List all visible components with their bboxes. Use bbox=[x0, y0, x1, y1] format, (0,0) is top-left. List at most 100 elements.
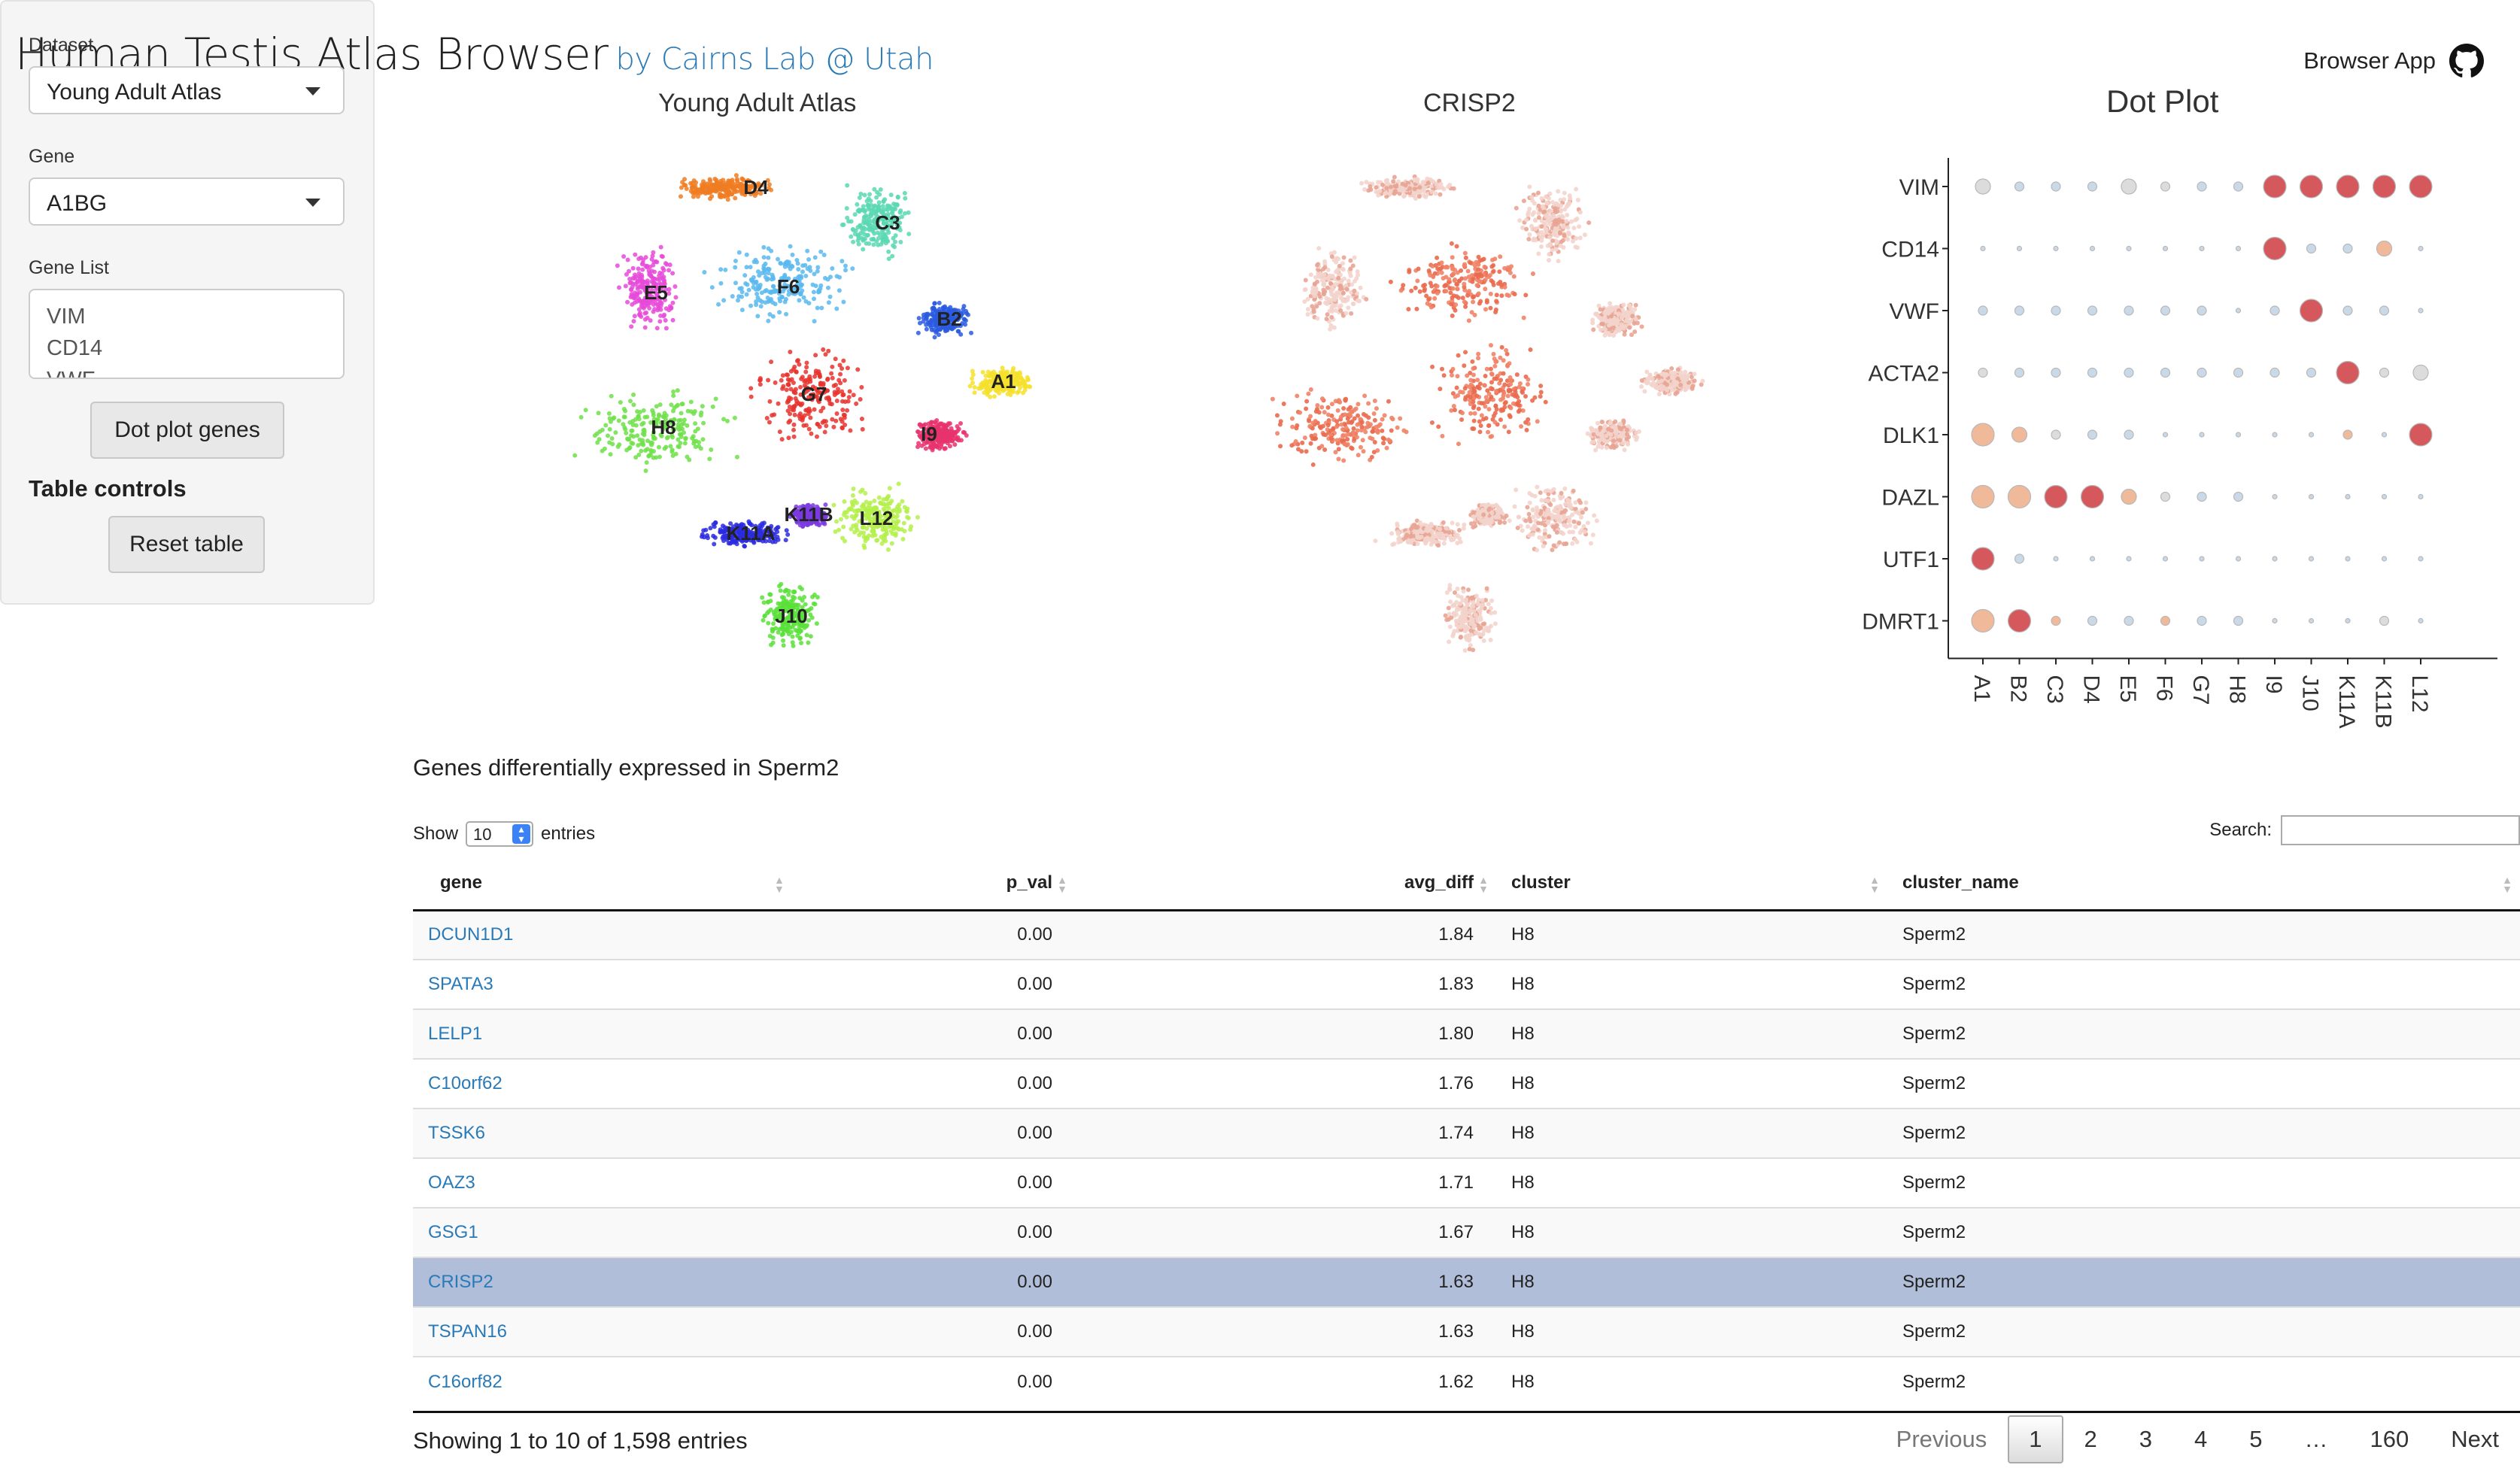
table-row[interactable]: SPATA3 0.00 1.83 H8 Sperm2 bbox=[413, 959, 2520, 1009]
dot-vim-c3 bbox=[2051, 181, 2061, 192]
table-row[interactable]: CRISP2 0.00 1.63 H8 Sperm2 bbox=[413, 1257, 2520, 1307]
page-button-3[interactable]: 3 bbox=[2139, 1426, 2153, 1452]
gene-link[interactable]: GSG1 bbox=[428, 1222, 478, 1242]
table-row[interactable]: LELP1 0.00 1.80 H8 Sperm2 bbox=[413, 1008, 2520, 1059]
dot-vwf-l12 bbox=[2418, 308, 2424, 314]
previous-page-button[interactable]: Previous bbox=[1896, 1426, 1987, 1452]
table-row[interactable]: C10orf62 0.00 1.76 H8 Sperm2 bbox=[413, 1058, 2520, 1108]
cluster-g7-points bbox=[748, 347, 865, 442]
dot-dmrt1-a1 bbox=[1971, 608, 1995, 633]
column-header-p-val[interactable]: p_val ▲ ▼ bbox=[774, 857, 1075, 911]
dot-utf1-f6 bbox=[2162, 556, 2169, 562]
table-row[interactable]: C16orf82 0.00 1.62 H8 Sperm2 bbox=[413, 1356, 2520, 1406]
cluster-d4-points bbox=[678, 173, 774, 202]
dot-dlk1-k11a bbox=[2342, 429, 2353, 440]
dot-vwf-g7 bbox=[2197, 305, 2207, 316]
page-button-4[interactable]: 4 bbox=[2194, 1426, 2208, 1452]
dot-utf1-i9 bbox=[2272, 556, 2278, 562]
cluster-name-cell: Sperm2 bbox=[1887, 1207, 2520, 1257]
search-control: Search: bbox=[2209, 815, 2520, 845]
table-row[interactable]: TSSK6 0.00 1.74 H8 Sperm2 bbox=[413, 1108, 2520, 1158]
umap-labels: D4 C3 E5 F6 B2 A1 G7 H8 I9 K11A K11B L12 J10 bbox=[644, 176, 1016, 627]
gene-label: Gene bbox=[29, 146, 75, 167]
sort-icon: ▲ ▼ bbox=[1478, 874, 1489, 895]
x-tick-label: K11B bbox=[2371, 675, 2396, 729]
search-input[interactable] bbox=[2281, 815, 2520, 845]
expression-cluster-k11b bbox=[1468, 502, 1507, 530]
page-button-1[interactable]: 1 bbox=[2008, 1415, 2063, 1463]
column-header-avg-diff[interactable]: avg_diff ▲ ▼ bbox=[1075, 857, 1496, 911]
cluster-cell: H8 bbox=[1496, 1058, 1887, 1108]
expression-cluster-a1 bbox=[1639, 365, 1705, 397]
cluster-cell: H8 bbox=[1496, 1257, 1887, 1307]
dot-utf1-j10 bbox=[2308, 556, 2315, 562]
column-header-label: cluster bbox=[1511, 872, 1571, 893]
dot-acta2-d4 bbox=[2087, 367, 2098, 378]
column-header-cluster[interactable]: cluster ▲ ▼ bbox=[1496, 857, 1887, 911]
reset-table-button[interactable]: Reset table bbox=[108, 516, 265, 573]
table-row[interactable]: DCUN1D1 0.00 1.84 H8 Sperm2 bbox=[413, 909, 2520, 960]
dot-dazl-d4 bbox=[2080, 484, 2105, 509]
entries-length-select[interactable]: 10 ▴ ▾ bbox=[466, 821, 534, 847]
dot-vim-h8 bbox=[2233, 181, 2244, 192]
gene-cell: LELP1 bbox=[413, 1008, 774, 1059]
browser-app-link[interactable]: Browser App bbox=[2303, 44, 2484, 78]
gene-link[interactable]: DCUN1D1 bbox=[428, 924, 514, 945]
cluster-label: K11B bbox=[784, 503, 833, 526]
chevron-down-icon bbox=[305, 199, 320, 207]
cluster-name-cell: Sperm2 bbox=[1887, 959, 2520, 1009]
pagination: Previous 1 2 3 4 5 … 160 Next bbox=[1875, 1415, 2520, 1463]
avg-diff-cell: 1.80 bbox=[1075, 1008, 1496, 1059]
chevron-down-icon bbox=[305, 87, 320, 96]
page-button-2[interactable]: 2 bbox=[2084, 1426, 2097, 1452]
gene-select[interactable]: A1BG bbox=[29, 177, 345, 226]
gene-list-textarea[interactable]: VIM CD14 VWF bbox=[29, 289, 345, 379]
dot-dazl-k11b bbox=[2381, 493, 2388, 500]
dot-cd14-g7 bbox=[2199, 245, 2205, 252]
gene-list-line: VIM bbox=[47, 305, 86, 329]
gene-list-line: CD14 bbox=[47, 336, 103, 360]
gene-link[interactable]: TSSK6 bbox=[428, 1123, 486, 1143]
dot-utf1-e5 bbox=[2126, 556, 2132, 562]
column-header-gene[interactable]: gene ▲ ▼ bbox=[413, 857, 785, 911]
gene-link[interactable]: TSPAN16 bbox=[428, 1321, 507, 1342]
gene-link[interactable]: SPATA3 bbox=[428, 974, 493, 994]
p-val-cell: 0.00 bbox=[774, 1356, 1075, 1406]
table-row[interactable]: GSG1 0.00 1.67 H8 Sperm2 bbox=[413, 1207, 2520, 1257]
dot-plot-genes-button[interactable]: Dot plot genes bbox=[90, 402, 284, 459]
dot-dlk1-a1 bbox=[1971, 423, 1995, 447]
github-icon[interactable] bbox=[2449, 44, 2484, 78]
p-val-cell: 0.00 bbox=[774, 1157, 1075, 1208]
table-row[interactable]: TSPAN16 0.00 1.63 H8 Sperm2 bbox=[413, 1306, 2520, 1357]
gene-cell: DCUN1D1 bbox=[413, 909, 774, 960]
cluster-cell: H8 bbox=[1496, 959, 1887, 1009]
dot-cd14-k11b bbox=[2376, 240, 2393, 257]
gene-link[interactable]: OAZ3 bbox=[428, 1172, 475, 1193]
gene-link[interactable]: C10orf62 bbox=[428, 1073, 502, 1093]
p-val-cell: 0.00 bbox=[774, 1008, 1075, 1059]
dot-dmrt1-g7 bbox=[2197, 615, 2207, 626]
gene-link[interactable]: CRISP2 bbox=[428, 1272, 493, 1292]
dot-acta2-l12 bbox=[2412, 364, 2429, 381]
entries-label: entries bbox=[541, 823, 596, 844]
expression-cluster-i9 bbox=[1585, 418, 1641, 453]
dot-vim-b2 bbox=[2014, 181, 2025, 192]
dot-utf1-b2 bbox=[2014, 553, 2025, 564]
gene-link[interactable]: LELP1 bbox=[428, 1024, 483, 1044]
expression-cluster-l12 bbox=[1502, 484, 1599, 553]
gene-cell: CRISP2 bbox=[413, 1257, 774, 1307]
dot-vwf-e5 bbox=[2124, 305, 2134, 316]
cluster-cell: H8 bbox=[1496, 1108, 1887, 1158]
cluster-h8-points bbox=[572, 388, 739, 473]
table-row[interactable]: OAZ3 0.00 1.71 H8 Sperm2 bbox=[413, 1157, 2520, 1208]
column-header-cluster-name[interactable]: cluster_name ▲ ▼ bbox=[1887, 857, 2520, 911]
page-button-160[interactable]: 160 bbox=[2370, 1426, 2409, 1452]
page-button-5[interactable]: 5 bbox=[2249, 1426, 2263, 1452]
dot-vwf-k11b bbox=[2379, 305, 2390, 316]
dot-dlk1-h8 bbox=[2235, 432, 2242, 438]
gene-link[interactable]: C16orf82 bbox=[428, 1371, 502, 1392]
dataset-select[interactable]: Young Adult Atlas bbox=[29, 66, 345, 114]
y-tick-label: DAZL bbox=[1881, 486, 1939, 511]
next-page-button[interactable]: Next bbox=[2451, 1426, 2499, 1452]
dot-dmrt1-i9 bbox=[2272, 617, 2278, 624]
